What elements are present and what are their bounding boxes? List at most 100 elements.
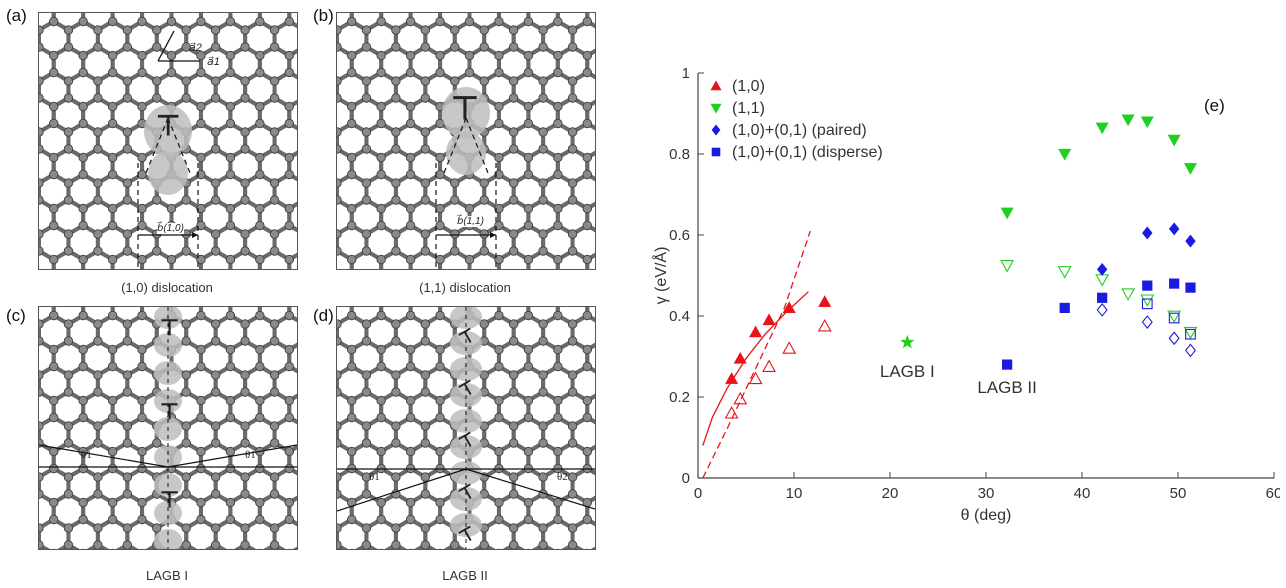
panel-c-tag: (c) [6, 306, 26, 325]
data-point [1167, 134, 1181, 147]
data-point [762, 359, 776, 372]
data-point [1140, 116, 1154, 129]
dislocation-symbol: ⊤ [160, 315, 180, 340]
series-6 [1002, 278, 1196, 370]
data-point [1168, 331, 1180, 346]
data-point [725, 372, 739, 384]
fit-curve-solid [702, 291, 809, 446]
panel-d-tag: (d) [313, 306, 334, 325]
x-tick-label: 40 [1074, 485, 1091, 502]
defect-core-heptagon [442, 87, 490, 139]
data-point [1121, 288, 1136, 301]
data-point [1000, 260, 1015, 273]
x-tick-label: 60 [1266, 485, 1280, 502]
defect-core-pentagon [446, 131, 486, 175]
data-point [1183, 326, 1198, 340]
series-8 [900, 334, 915, 349]
tilt-line-left [39, 444, 169, 468]
x-tick-label: 20 [882, 485, 899, 502]
data-point [1096, 262, 1108, 276]
dislocation-symbol: ⊤ [156, 110, 181, 141]
data-point [817, 318, 832, 332]
data-point [733, 391, 748, 405]
annotation-label: LAGB II [977, 378, 1037, 397]
dislocation-symbol: ⊤ [160, 399, 180, 424]
x-tick-label: 30 [978, 485, 995, 502]
data-point [1167, 310, 1182, 324]
data-point [1059, 302, 1070, 314]
theta-right-label: θ1 [245, 449, 256, 461]
guide-line [145, 117, 169, 174]
x-tick-label: 50 [1170, 485, 1187, 502]
x-tick-label: 10 [786, 485, 803, 502]
data-point [1121, 114, 1135, 127]
panel-a-lattice-image: a⃗2 a⃗1 b⃗(1,0) ⊤ [38, 12, 298, 270]
tilt-line-right [465, 468, 595, 510]
y-tick-label: 1 [682, 65, 690, 82]
y-tick-label: 0.2 [669, 389, 690, 406]
data-point [1141, 298, 1153, 310]
data-point [748, 371, 763, 385]
x-tick-label: 0 [694, 485, 702, 502]
data-point [1095, 274, 1110, 287]
data-point [724, 406, 739, 419]
series-0 [725, 295, 832, 384]
vector-a2-label: a⃗2 [189, 42, 202, 54]
annotation-label: LAGB I [880, 362, 935, 381]
data-point [1185, 234, 1196, 248]
legend-marker [711, 124, 721, 136]
defect-overlay [435, 87, 497, 269]
y-axis-label: γ (eV/Å) [651, 247, 670, 305]
legend: (1,0) (1,1) (1,0)+(0,1) (paired) (1,0)+(0,1… [710, 78, 883, 161]
tilt-line-left [337, 468, 467, 512]
vector-a1-label: a⃗1 [207, 56, 220, 68]
tilt-line-right [167, 444, 297, 468]
data-point [1185, 282, 1196, 293]
fit-curve-dashed [702, 230, 811, 479]
series-2 [1000, 114, 1197, 220]
data-point [782, 341, 797, 354]
panel-e-tag: (e) [1204, 96, 1225, 115]
data-point [1168, 312, 1180, 324]
data-point [900, 334, 915, 349]
series-1 [724, 318, 832, 419]
defect-overlay [337, 307, 595, 549]
theta-left-label: θ1 [81, 449, 92, 461]
legend-marker [710, 103, 722, 114]
dislocation-symbol: ⊤ [160, 487, 180, 512]
data-point [1140, 294, 1155, 307]
defect-core-heptagon [144, 105, 192, 157]
burgers-vector-label: b⃗(1,0) [157, 223, 184, 234]
panel-c-lattice-image: θ1 θ1 ⊤ ⊤ ⊤ [38, 306, 298, 550]
y-tick-label: 0.4 [669, 308, 690, 325]
arrow-head [490, 232, 496, 238]
data-point [1142, 280, 1153, 291]
data-point [1095, 122, 1109, 135]
data-point [1142, 226, 1153, 240]
data-point [782, 301, 796, 314]
data-point [762, 313, 776, 326]
legend-label: (1,0)+(0,1) (paired) [732, 122, 867, 139]
data-point [1096, 303, 1108, 317]
legend-marker [710, 80, 722, 91]
series-5 [1096, 303, 1196, 358]
theta-left-label: θ1 [369, 471, 380, 483]
panel-d-lattice-image: θ1 θ2 ⊤ ⊤ ⊤ ⊤ ⊤ [336, 306, 596, 550]
data-point [1002, 359, 1013, 370]
data-point [1057, 266, 1072, 279]
guide-line [443, 117, 467, 174]
theta-right-label: θ2 [557, 471, 568, 483]
data-point [1183, 163, 1197, 175]
legend-marker [711, 147, 721, 157]
data-point [1097, 292, 1108, 303]
y-tick-label: 0.8 [669, 146, 690, 163]
series-7 [1141, 298, 1196, 340]
panel-b-caption: (1,1) dislocation [419, 280, 511, 295]
series-3 [1000, 260, 1198, 340]
x-axis-label: θ (deg) [961, 507, 1012, 524]
panel-c-caption: LAGB I [146, 568, 188, 583]
legend-label: (1,0)+(0,1) (disperse) [732, 144, 883, 161]
guide-line [465, 117, 489, 174]
y-tick-label: 0.6 [669, 227, 690, 244]
lattice-vector-a2 [157, 30, 175, 62]
